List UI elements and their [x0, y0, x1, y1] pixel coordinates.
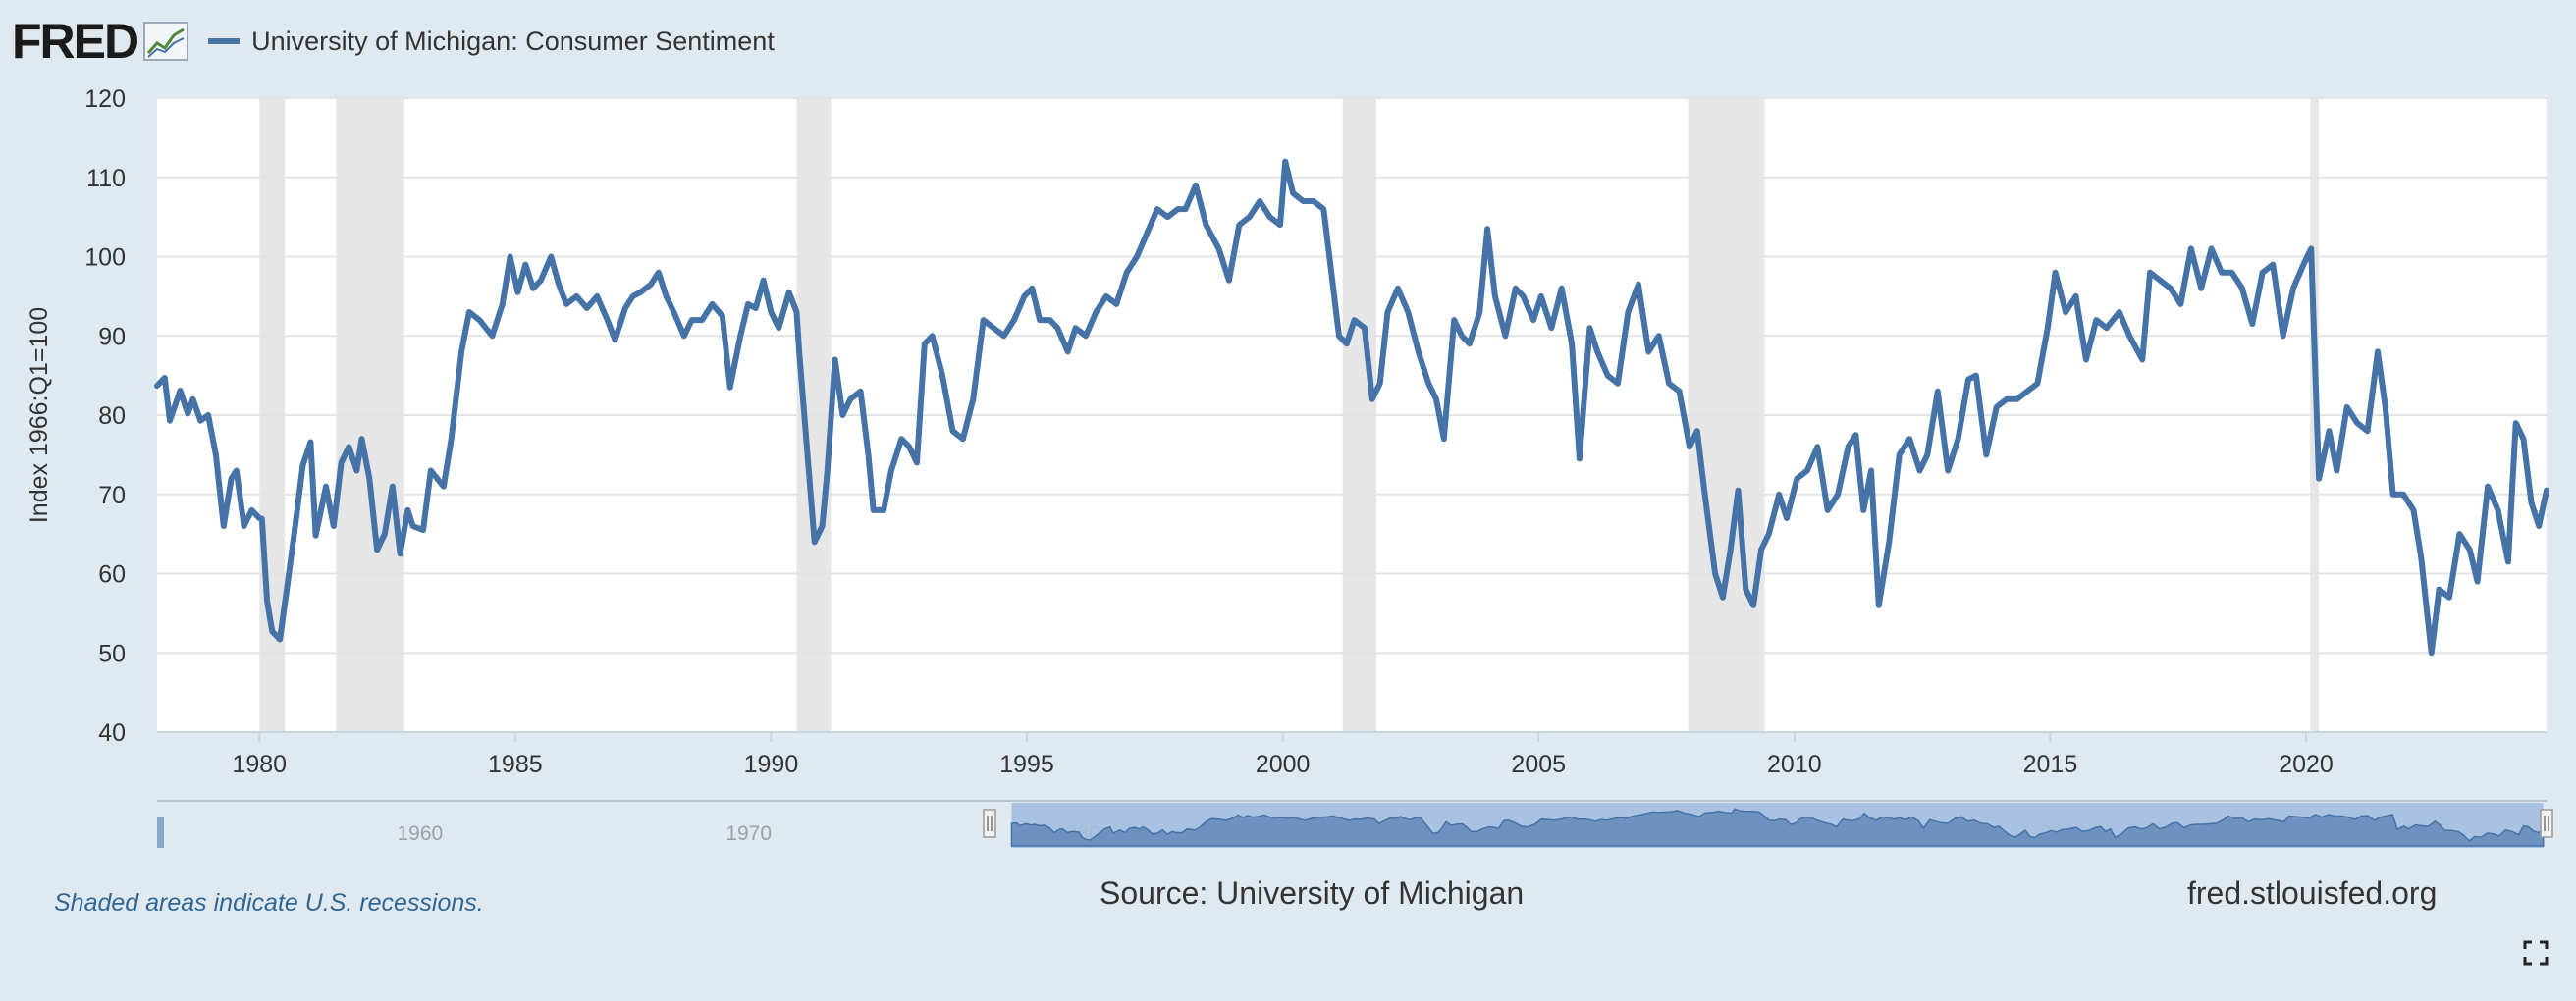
recession-note: Shaded areas indicate U.S. recessions.	[54, 889, 484, 917]
x-tick-label: 1995	[999, 751, 1054, 778]
x-tick-labels: 1980 1985 1990 1995 2000 2005 2010 2015 2020	[232, 732, 2334, 778]
range-navigator[interactable]: 1960197019801990200020102020	[157, 800, 2553, 848]
navigator-mini-series	[1010, 808, 2545, 847]
x-tick-label: 2015	[2023, 751, 2078, 778]
x-tick-label: 1985	[488, 751, 543, 778]
navigator-handle-right[interactable]	[2540, 809, 2553, 838]
legend-swatch	[208, 38, 241, 44]
fullscreen-icon[interactable]	[2523, 940, 2549, 966]
x-tick-label: 2010	[1767, 751, 1822, 778]
y-axis-label: Index 1966:Q1=100	[26, 307, 53, 523]
fred-logo[interactable]: FRED	[12, 14, 139, 69]
x-tick-label: 1980	[232, 751, 287, 778]
y-tick-label: 90	[98, 323, 126, 350]
x-tick-label: 2005	[1511, 751, 1566, 778]
chart-header: FRED University of Michigan: Consumer Se…	[12, 14, 775, 69]
series-line-consumer-sentiment	[154, 158, 2549, 657]
source-label: Source: University of Michigan	[1100, 875, 1525, 911]
y-tick-label: 120	[84, 85, 126, 113]
x-tick-label: 2020	[2279, 751, 2334, 778]
y-tick-label: 110	[86, 165, 126, 192]
navigator-tick-label: 1960	[397, 822, 443, 845]
y-tick-label: 80	[98, 402, 126, 430]
y-tick-label: 70	[98, 482, 126, 509]
navigator-tick-label: 1970	[725, 822, 772, 845]
x-tick-label: 2000	[1256, 751, 1311, 778]
y-tick-label: 60	[98, 561, 126, 589]
series-title: University of Michigan: Consumer Sentime…	[251, 26, 775, 56]
y-tick-label: 50	[98, 640, 126, 667]
site-link[interactable]: fred.stlouisfed.org	[2187, 875, 2438, 911]
navigator-left-stub	[157, 817, 164, 848]
y-tick-label: 40	[98, 719, 126, 747]
y-tick-label: 100	[84, 244, 126, 272]
navigator-handle-left[interactable]	[983, 809, 996, 838]
gridlines	[157, 97, 2547, 655]
y-tick-labels: 40 50 60 70 80 90 100 110 120	[84, 85, 126, 747]
x-tick-label: 1990	[744, 751, 799, 778]
graph-icon	[143, 22, 189, 61]
